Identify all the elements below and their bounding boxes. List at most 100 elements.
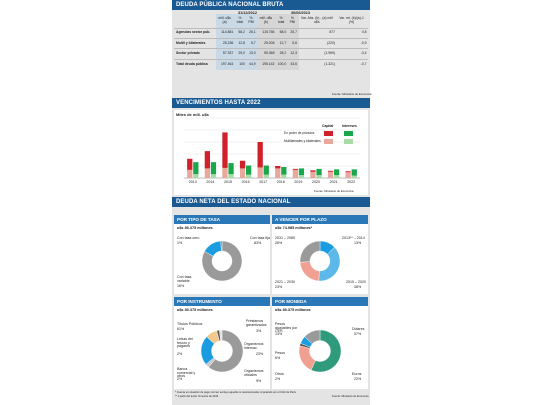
bar-segment	[210, 174, 217, 178]
donut-label-pct: 2%	[177, 351, 183, 356]
donut-label: Préstamos garantizados	[246, 319, 267, 327]
x-tick-label: 2013	[189, 180, 197, 184]
table-cell: 13,0	[246, 48, 258, 60]
table-cell: 12,8	[234, 37, 247, 49]
rate-panel-title: POR TIPO DE TASA	[174, 215, 270, 224]
maturities-section-header: VENCIMIENTOS HASTA 2022	[172, 98, 370, 108]
donut-label-pct: 3%	[256, 329, 262, 333]
bar-segment	[257, 142, 263, 168]
donut-label-pct: 83%	[254, 240, 262, 245]
donut-slice	[208, 329, 244, 373]
infographic: DEUDA PÚBLICA NACIONAL BRUTA 31/12/2012 …	[172, 0, 372, 405]
instrument-donut-chart	[200, 329, 244, 373]
legend-capital-header: Capital	[322, 124, 334, 128]
table-row: Multil y bilaterales 25.236 12,8 5,7 25.…	[174, 37, 368, 49]
table-cell: 25.236	[216, 37, 235, 49]
debt-table-header: mill. u$s (a)	[216, 14, 235, 28]
table-cell: 44,9	[246, 58, 258, 70]
currency-panel-total: u$s 80.375 millones	[275, 308, 311, 312]
bar-segment	[316, 175, 322, 178]
donut-slice	[304, 329, 321, 345]
donut-slice	[318, 247, 341, 282]
bar-segment	[298, 175, 305, 178]
table-cell: 58,0	[275, 27, 288, 39]
donut-label: Letras del tesoro y pagarés	[177, 337, 193, 349]
legend-swatch-capital-multilaterales	[324, 139, 333, 144]
table-cell: (220)	[298, 37, 337, 49]
donut-label: Organismos oficiales	[244, 369, 264, 377]
legend-intereses-header: Intereses	[342, 124, 357, 128]
table-cell: 25.006	[257, 37, 276, 49]
bar-segment	[351, 175, 357, 178]
row-label: Sector privado	[174, 48, 216, 60]
donut-label-pct: 57%	[354, 331, 362, 336]
legend-swatch-intereses-multilaterales	[344, 139, 353, 144]
debt-table: mill. u$s (a) % total % PBI mill. u$s (b…	[174, 14, 368, 70]
legend-swatch-capital-privados	[324, 131, 333, 136]
maturities-unit-label: Miles de mill. u$s	[176, 112, 209, 117]
donut-label-pct: 23%	[275, 284, 283, 289]
debt-table-header-row: mill. u$s (a) % total % PBI mill. u$s (b…	[174, 14, 368, 28]
instrument-panel-title: POR INSTRUMENTO	[174, 297, 270, 306]
donut-label-pct: 13%	[354, 240, 362, 245]
table-cell: -0,9	[336, 37, 368, 49]
debt-table-header: % PBI	[287, 14, 299, 28]
debt-table-header: % total	[275, 14, 288, 28]
donut-slice	[220, 240, 223, 252]
row-label: Agencias sector púb.	[174, 27, 216, 39]
debt-table-header: mill. u$s (b)	[257, 14, 276, 28]
table-cell: 12,3	[287, 48, 299, 60]
currency-panel-title: POR MONEDA	[272, 297, 368, 306]
table-cell: 25,7	[287, 27, 299, 39]
debt-table-header: % total	[234, 14, 247, 28]
table-row: Agencias sector púb. 114.881 58,2 26,1 1…	[174, 27, 368, 39]
table-cell: 114.881	[216, 27, 235, 39]
currency-donut-chart	[298, 329, 342, 373]
donut-label: 2013** – 2014	[342, 236, 365, 240]
x-tick-label: 2020	[312, 180, 320, 184]
bar-segment	[222, 167, 228, 178]
donut-label-pct: 2%	[275, 376, 281, 381]
donut-label-pct: 23%	[256, 352, 264, 356]
donut-label: Banca comercial y otros	[177, 367, 196, 379]
bar-segment	[298, 168, 305, 176]
bar-segment	[193, 174, 199, 178]
donut-label: Pesos	[275, 351, 285, 355]
table-cell: 57.337	[216, 48, 235, 60]
term-panel: A VENCER POR PLAZO u$s 74.985 millones* …	[272, 215, 368, 294]
donut-label: Dólares	[352, 327, 365, 331]
table-cell: 0,8	[336, 27, 368, 39]
donut-slice	[299, 240, 321, 263]
x-tick-label: 2022	[347, 180, 355, 184]
bar-segment	[281, 174, 287, 178]
bar-segment	[228, 174, 234, 178]
rate-panel-total: u$s 80.375 millones	[177, 226, 213, 230]
donut-slice	[299, 261, 320, 282]
period-2-label: 30/06/2013	[291, 10, 311, 15]
donut-label-pct: 13%	[275, 331, 283, 336]
donut-label: Con tasa fija	[250, 236, 270, 240]
table-cell: (1.321)	[298, 58, 337, 70]
x-tick-label: 2018	[277, 180, 285, 184]
maturities-bar-chart: 2013 2014 2015 2016 2017 2018 2019 2020 2021 2022	[184, 117, 360, 184]
net-debt-section-header: DEUDA NETA DEL ESTADO NACIONAL	[172, 197, 370, 207]
donut-label-pct: 9%	[256, 379, 262, 383]
bar-segment	[292, 168, 298, 170]
x-tick-label: 2016	[242, 180, 250, 184]
rate-panel: POR TIPO DE TASA u$s 80.375 millones Con…	[174, 215, 270, 294]
donut-label-pct: 26%	[275, 240, 283, 245]
currency-panel: POR MONEDA u$s 80.375 millones Pesos aju…	[272, 297, 368, 389]
period-1-label: 31/12/2012	[238, 10, 258, 15]
bar-segment	[204, 151, 210, 169]
table-cell: 28,2	[275, 48, 288, 60]
table-row: Sector privado 57.337 29,0 13,0 55.368 2…	[174, 48, 368, 60]
donut-label-pct: 2%	[177, 377, 183, 381]
table-cell: 197.464	[216, 58, 235, 70]
instrument-panel: POR INSTRUMENTO u$s 80.375 millones Títu…	[174, 297, 270, 389]
x-tick-label: 2021	[330, 180, 338, 184]
legend-swatch-intereses-privados	[344, 131, 353, 136]
donut-label: Con tasa cero	[177, 236, 200, 240]
net-source: Fuente: Ministerio de Economía	[332, 395, 369, 398]
table-cell: -3,4	[336, 48, 368, 60]
footnote-1: * Cuenta en situación de pago normal, ex…	[175, 391, 296, 394]
